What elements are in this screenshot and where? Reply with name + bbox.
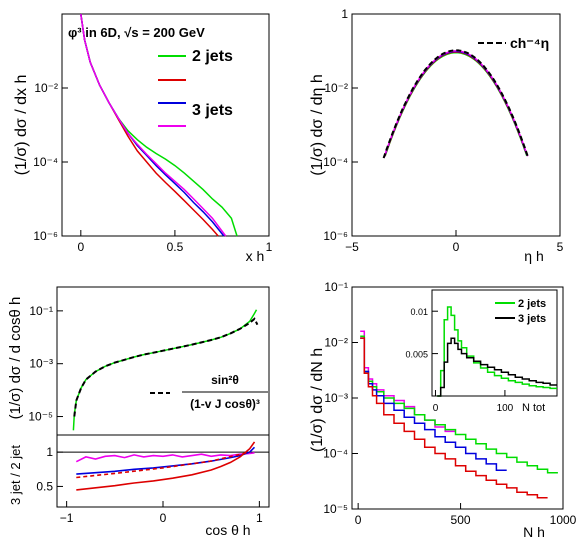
- inset-y-tick-label: 0.005: [405, 350, 428, 360]
- eta-x-tick-label: −5: [345, 240, 359, 254]
- inset-series-group: [437, 306, 557, 397]
- nh-x-tick-label: 500: [451, 513, 471, 527]
- eta-series-group: [382, 49, 530, 159]
- ratio-series-group: [57, 441, 269, 491]
- xh-x-tick-label: 0.5: [167, 240, 184, 254]
- eta-legend-label: ch⁻⁴η: [510, 35, 549, 51]
- ratio-x-tick-label: 1: [256, 511, 263, 525]
- nh-x-tick-label: 1000: [550, 513, 577, 527]
- eta-legend: ch⁻⁴η: [478, 35, 549, 51]
- nh-y-tick-label: 10⁻³: [324, 391, 348, 405]
- nh-y-tick-label: 10⁻⁵: [323, 502, 348, 516]
- xh-title: φ³ in 6D, √s = 200 GeV: [68, 25, 205, 40]
- plot-frame-ratio: [56, 434, 270, 508]
- xh-ticks: 0 0.5 1 10⁻⁶ 10⁻⁴ 10⁻²: [33, 81, 273, 254]
- costheta-series-1: [73, 317, 259, 417]
- xh-x-tick-label: 0: [77, 240, 84, 254]
- ratio-ylabel: 3 jet / 2 jet: [8, 445, 23, 505]
- ratio-y-tick-label: 0.5: [36, 479, 53, 493]
- xh-x-tick-label: 1: [266, 240, 273, 254]
- nh-y-tick-label: 10⁻⁴: [323, 447, 348, 461]
- costheta-ylabel: (1/σ) dσ / d cosθ h: [7, 297, 24, 420]
- inset-x-tick-label: 100: [497, 403, 514, 414]
- costheta-legend-denominator: (1-v J cosθ)³: [190, 397, 260, 411]
- xh-series-group: [80, 13, 238, 237]
- eta-series-4: [382, 49, 530, 159]
- ratio-series-2: [76, 441, 256, 491]
- panel-costheta: 10⁻⁵ 10⁻³ 10⁻¹ sin²θ (1-v J cosθ)³ (1/σ) d…: [7, 286, 270, 436]
- inset-ticks: 0 100 0.005 0.01: [405, 307, 513, 414]
- costheta-legend: sin²θ (1-v J cosθ)³: [150, 373, 268, 411]
- ratio-x-tick-label: 0: [160, 511, 167, 525]
- inset-series-1: [437, 337, 557, 397]
- xh-y-tick-label: 10⁻⁶: [33, 229, 58, 243]
- eta-x-tick-label: 5: [557, 240, 564, 254]
- xh-legend-label: 3 jets: [192, 102, 233, 119]
- plot-frame-inset: [431, 289, 558, 397]
- xh-series-3: [80, 13, 227, 237]
- panel-inset: 0 100 0.005 0.01 2 jets 3 jets N tot: [405, 289, 558, 414]
- eta-y-tick-label: 1: [341, 7, 348, 21]
- ratio-series-3: [76, 451, 250, 479]
- nh-xlabel: N h: [523, 524, 545, 540]
- eta-y-tick-label: 10⁻⁶: [323, 229, 348, 243]
- eta-xlabel: η h: [524, 248, 543, 264]
- costheta-legend-numerator: sin²θ: [211, 373, 239, 387]
- ratio-y-tick-label: 1: [46, 445, 53, 459]
- costheta-ticks: 10⁻⁵ 10⁻³ 10⁻¹: [28, 304, 63, 424]
- eta-ticks: −5 0 5 10⁻⁶ 10⁻⁴ 10⁻² 1: [323, 7, 564, 254]
- inset-legend-label-2jets: 2 jets: [518, 298, 546, 310]
- inset-x-tick-label: 0: [433, 403, 439, 414]
- costheta-y-tick-label: 10⁻¹: [29, 304, 53, 318]
- nh-x-tick-label: 0: [355, 513, 362, 527]
- eta-ylabel: (1/σ) dσ / dη h: [309, 74, 326, 176]
- xh-ylabel: (1/σ) dσ / dx h: [13, 75, 30, 176]
- nh-series-1: [360, 335, 558, 474]
- panel-eta: −5 0 510⁻⁶10⁻⁴10⁻²1 ch⁻⁴η (1/σ) dσ / dη h …: [309, 7, 564, 264]
- plot-frame-costheta: [56, 286, 270, 436]
- nh-y-tick-label: 10⁻²: [324, 336, 348, 350]
- inset-legend-label-3jets: 3 jets: [518, 313, 546, 325]
- ratio-xlabel: cos θ h: [205, 522, 250, 538]
- nh-y-tick-label: 10⁻¹: [324, 280, 348, 294]
- eta-x-tick-label: 0: [453, 240, 460, 254]
- ratio-ticks: −1 0 1 0.5 1: [36, 445, 263, 525]
- nh-series-3: [360, 337, 548, 499]
- xh-y-tick-label: 10⁻⁴: [33, 155, 58, 169]
- costheta-y-tick-label: 10⁻⁵: [28, 410, 53, 424]
- costheta-y-tick-label: 10⁻³: [29, 357, 53, 371]
- ratio-x-tick-label: −1: [60, 511, 74, 525]
- costheta-series-group: [72, 309, 259, 431]
- nh-ylabel: (1/σ) dσ / dN h: [309, 348, 326, 452]
- inset-legend: 2 jets 3 jets: [495, 298, 546, 325]
- xh-legend-label: 2 jets: [192, 48, 233, 65]
- plot-frame-xh: [61, 13, 270, 237]
- ratio-series-0: [75, 452, 255, 463]
- panel-ratio: −1 0 1 0.5 1 3 jet / 2 jet cos θ h: [8, 434, 270, 538]
- eta-y-tick-label: 10⁻⁴: [323, 155, 348, 169]
- inset-y-tick-label: 0.01: [410, 307, 428, 317]
- inset-xlabel: N tot: [522, 402, 545, 414]
- costheta-series-0: [72, 309, 258, 431]
- xh-legend: 2 jets 3 jets: [158, 48, 233, 127]
- eta-y-tick-label: 10⁻²: [324, 81, 348, 95]
- panel-xh: 0 0.5 1 10⁻⁶ 10⁻⁴ 10⁻² φ³ in 6D, √s = 200 GeV…: [13, 13, 273, 264]
- nh-series-group: [360, 330, 558, 499]
- ratio-series-1: [76, 446, 256, 475]
- inset-series-0: [437, 306, 557, 397]
- xh-y-tick-label: 10⁻²: [34, 81, 58, 95]
- xh-xlabel: x h: [246, 248, 265, 264]
